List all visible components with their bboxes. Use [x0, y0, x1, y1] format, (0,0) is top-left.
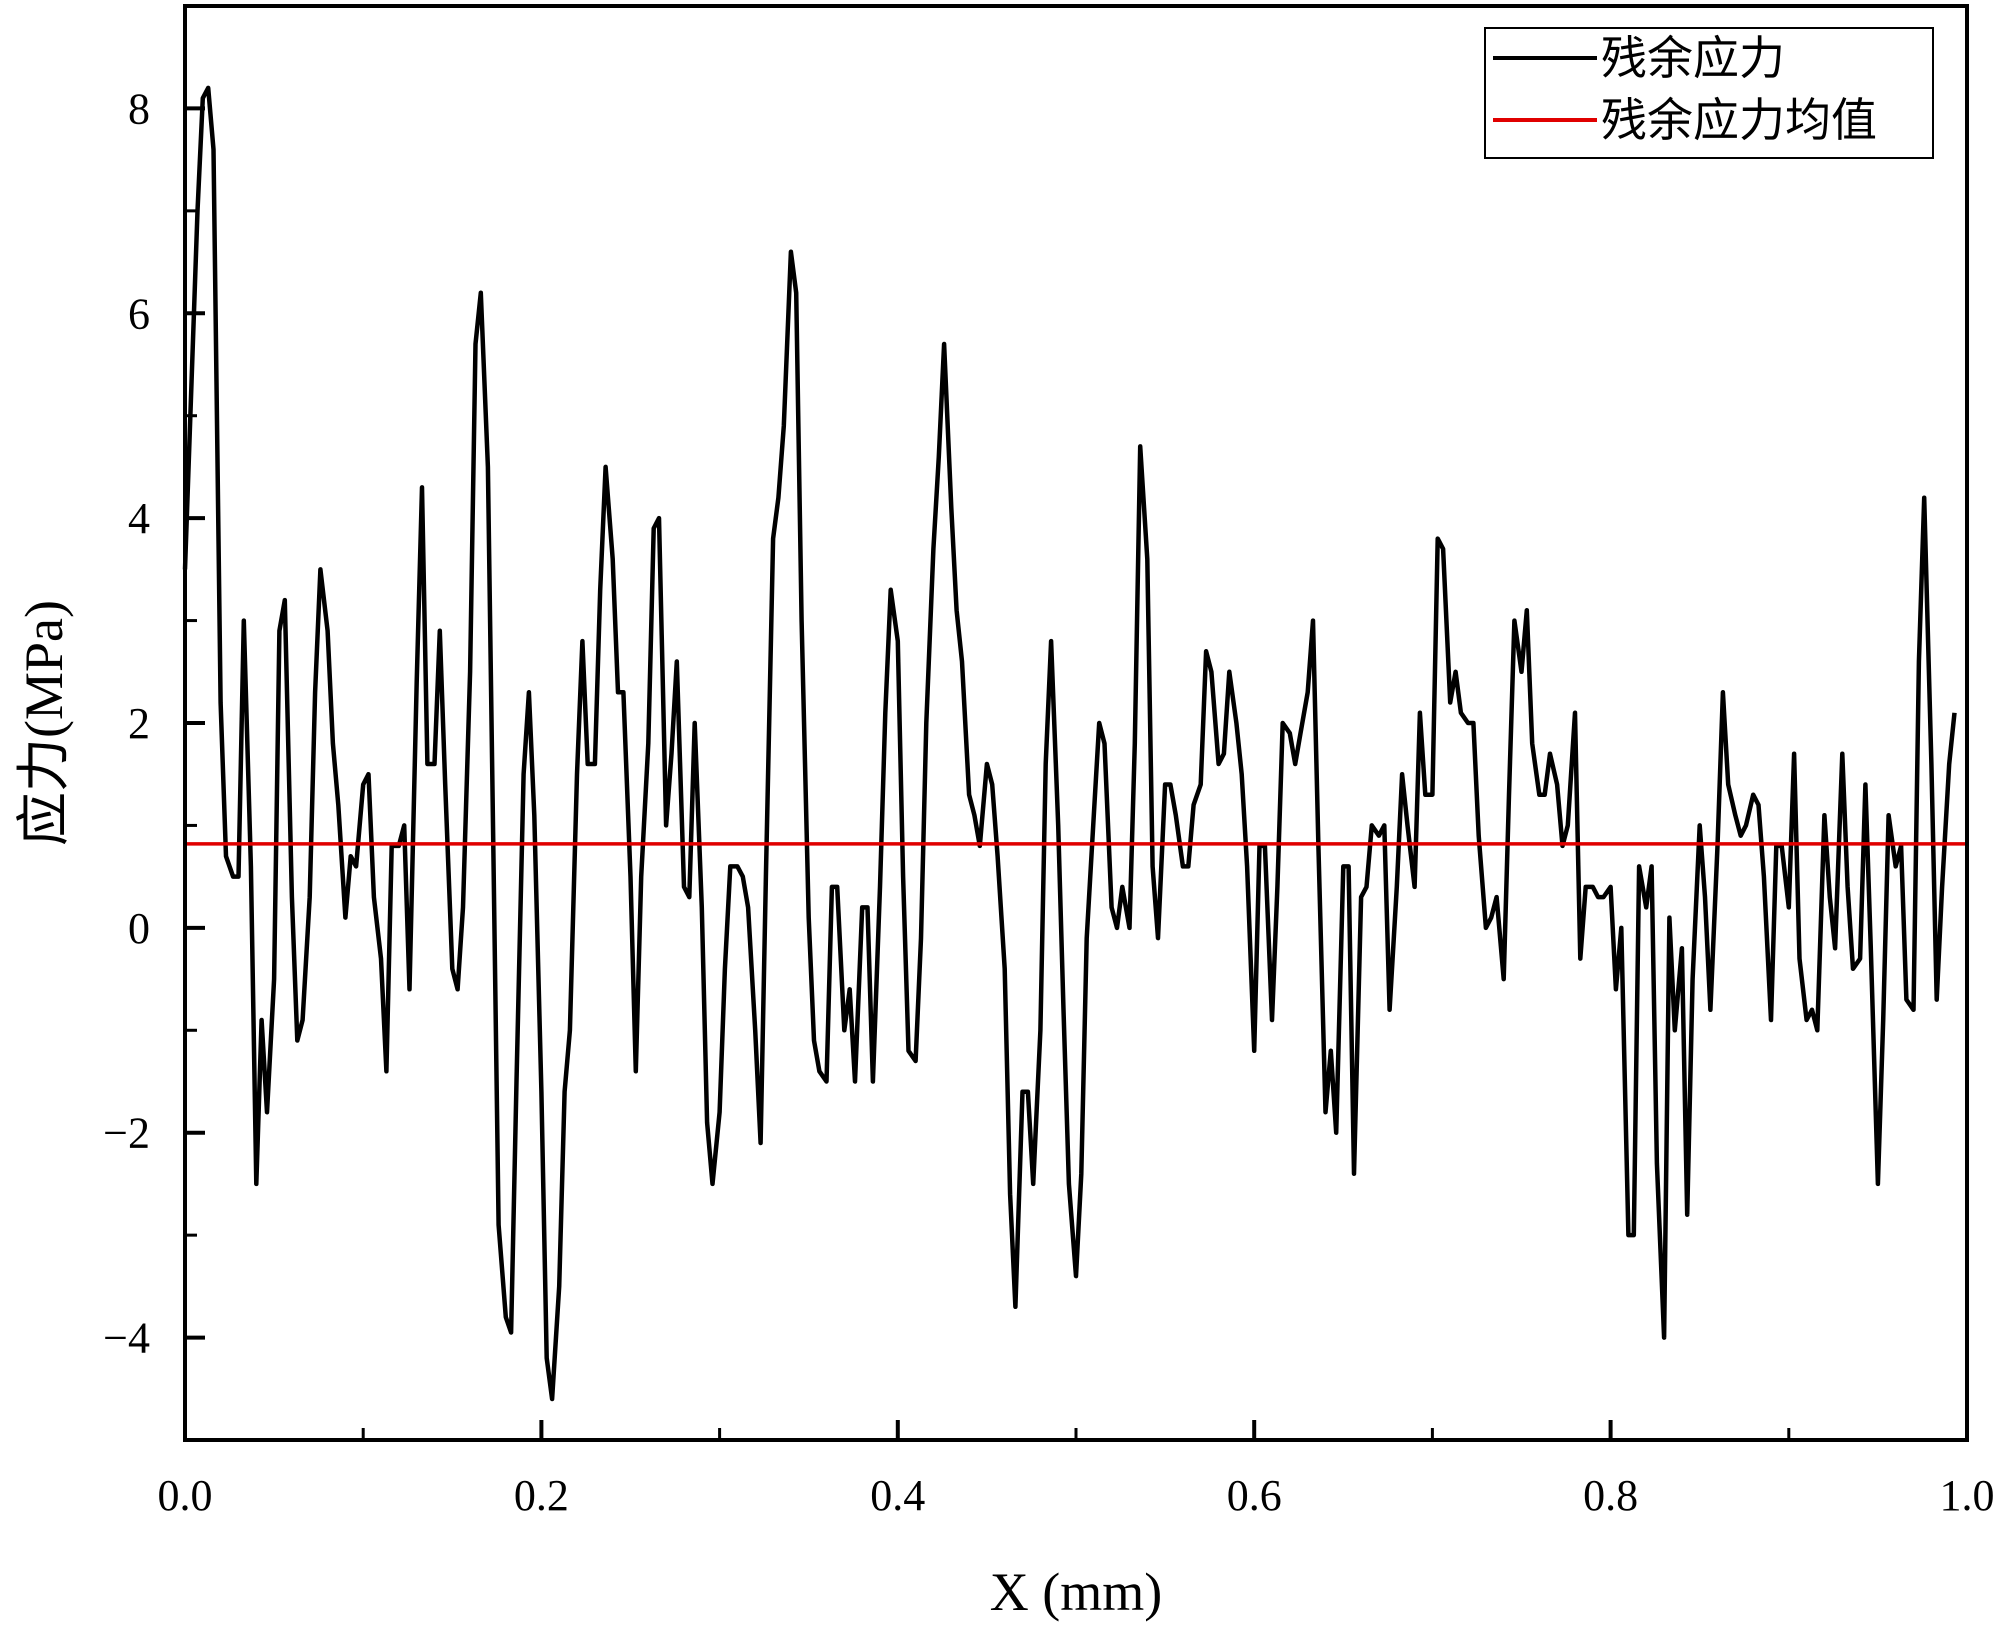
- x-tick-label: 1.0: [1940, 1471, 1995, 1520]
- legend-label: 残余应力: [1601, 33, 1785, 84]
- legend-box: [1484, 27, 1934, 159]
- x-tick-label: 0.6: [1227, 1471, 1282, 1520]
- y-tick-label: 6: [128, 289, 150, 338]
- y-tick-label: 8: [128, 84, 150, 133]
- series-line-residual-stress: [182, 85, 1957, 1402]
- y-tick-label: 2: [128, 699, 150, 748]
- y-tick-label: −2: [103, 1109, 150, 1158]
- y-tick-label: −4: [103, 1314, 150, 1363]
- y-tick-label: 4: [128, 494, 150, 543]
- plot-frame: [183, 4, 1969, 1442]
- x-axis-title: X (mm): [990, 1562, 1162, 1622]
- x-tick-label: 0.2: [514, 1471, 569, 1520]
- x-tick-label: 0.0: [158, 1471, 213, 1520]
- legend-label: 残余应力均值: [1601, 95, 1877, 146]
- y-axis-title: 应力(MPa): [14, 600, 74, 846]
- x-tick-label: 0.4: [870, 1471, 925, 1520]
- plot-lines-layer: [182, 85, 1967, 1402]
- axis-ticks-layer: 0.0 0.2 0.4 0.6 0.8 1.0 −4 −2 0 2 4 6 8: [103, 84, 1994, 1520]
- y-tick-label: 0: [128, 904, 150, 953]
- x-tick-label: 0.8: [1583, 1471, 1638, 1520]
